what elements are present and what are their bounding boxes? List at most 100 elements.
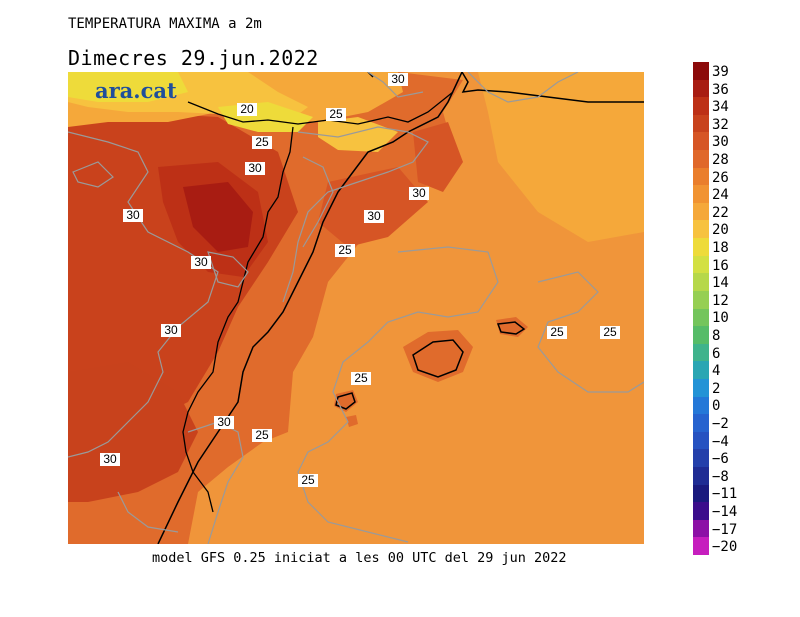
colorbar-segment bbox=[693, 62, 709, 81]
coastline bbox=[461, 72, 644, 103]
island-outline bbox=[412, 339, 464, 378]
colorbar-segment bbox=[693, 361, 709, 380]
colorbar-segment bbox=[693, 150, 709, 169]
colorbar-segment bbox=[693, 537, 709, 556]
svg-text:30: 30 bbox=[194, 255, 208, 269]
colorbar-segment bbox=[693, 114, 709, 133]
colorbar-tick-label: 22 bbox=[712, 204, 729, 221]
map-date: Dimecres 29.jun.2022 bbox=[68, 46, 319, 70]
contour-label: 30 bbox=[100, 452, 120, 466]
island bbox=[346, 415, 358, 427]
colorbar-tick-label: 24 bbox=[712, 187, 729, 204]
colorbar-segment bbox=[693, 202, 709, 221]
contour-label: 30 bbox=[161, 323, 181, 337]
svg-text:25: 25 bbox=[354, 371, 368, 385]
contour-label: 25 bbox=[252, 428, 272, 442]
colorbar-segment bbox=[693, 290, 709, 309]
colorbar-tick-label: 30 bbox=[712, 134, 729, 151]
colorbar-segment bbox=[693, 378, 709, 398]
svg-text:25: 25 bbox=[550, 325, 564, 339]
colorbar-tick-label: 6 bbox=[712, 345, 721, 362]
colorbar-segment bbox=[693, 220, 709, 239]
svg-text:25: 25 bbox=[329, 107, 343, 121]
colorbar-segment bbox=[693, 502, 709, 521]
colorbar-tick-label: 26 bbox=[712, 169, 729, 186]
colorbar-tick-label: 0 bbox=[712, 398, 721, 415]
temperature-map: 30 20 25 25 30 30 30 30 25 30 30 25 25 2… bbox=[68, 72, 644, 544]
svg-text:30: 30 bbox=[126, 208, 140, 222]
svg-text:30: 30 bbox=[164, 323, 178, 337]
colorbar-tick-label: 18 bbox=[712, 240, 729, 256]
hot-zone bbox=[183, 182, 253, 252]
svg-text:30: 30 bbox=[103, 452, 117, 466]
colorbar-segment bbox=[693, 308, 709, 327]
colorbar-segment bbox=[693, 431, 709, 450]
colorbar-segment bbox=[693, 414, 709, 433]
contour-label: 30 bbox=[388, 72, 408, 86]
colorbar-tick-label: 12 bbox=[712, 292, 729, 309]
colorbar-segment bbox=[693, 396, 709, 415]
cool-zone bbox=[318, 117, 398, 152]
svg-text:30: 30 bbox=[248, 161, 262, 175]
contour-label: 25 bbox=[547, 325, 567, 339]
contour-label: 30 bbox=[214, 415, 234, 429]
colorbar-segment bbox=[693, 238, 709, 257]
colorbar-segment bbox=[693, 326, 709, 345]
contour-label: 30 bbox=[123, 208, 143, 222]
sea-patch bbox=[478, 72, 644, 242]
svg-text:30: 30 bbox=[412, 186, 426, 200]
warm-patch bbox=[318, 167, 428, 247]
colorbar-segment bbox=[693, 97, 709, 116]
ara-cat-logo: ara.cat bbox=[95, 78, 177, 103]
border-line bbox=[182, 126, 294, 513]
contour-label: 25 bbox=[326, 107, 346, 121]
svg-text:20: 20 bbox=[240, 102, 254, 116]
contour-label: 25 bbox=[298, 473, 318, 487]
warm-patch bbox=[413, 122, 463, 192]
colorbar-tick-label: −17 bbox=[712, 521, 738, 538]
contour-labels: 30 20 25 25 30 30 30 30 25 30 30 25 25 2… bbox=[100, 72, 620, 487]
island-outline bbox=[496, 321, 526, 335]
colorbar-tick-label: 8 bbox=[712, 328, 721, 344]
contour-label: 20 bbox=[237, 102, 257, 116]
svg-text:25: 25 bbox=[255, 135, 269, 149]
svg-text:30: 30 bbox=[217, 415, 231, 429]
colorbar-tick-label: −2 bbox=[712, 416, 729, 432]
colorbar-tick-label: −14 bbox=[712, 504, 738, 520]
colorbar-tick-label: 39 bbox=[712, 64, 729, 80]
colorbar-tick-label: 14 bbox=[712, 275, 729, 292]
colorbar-tick-label: −6 bbox=[712, 451, 729, 468]
cool-zone bbox=[68, 72, 188, 102]
colorbar-tick-label: 4 bbox=[712, 363, 721, 380]
colorbar-tick-label: 10 bbox=[712, 310, 729, 327]
svg-text:25: 25 bbox=[338, 243, 352, 257]
hot-zone bbox=[68, 362, 198, 502]
contour-label: 25 bbox=[335, 243, 355, 257]
colorbar-tick-label: 36 bbox=[712, 81, 729, 98]
svg-text:25: 25 bbox=[255, 428, 269, 442]
colorbar-segment bbox=[693, 343, 709, 362]
contour-label: 30 bbox=[364, 209, 384, 223]
contour-label: 25 bbox=[600, 325, 620, 339]
model-info: model GFS 0.25 iniciat a les 00 UTC del … bbox=[152, 550, 567, 566]
contour-label: 30 bbox=[191, 255, 211, 269]
colorbar-tick-label: −4 bbox=[712, 433, 729, 450]
colorbar-tick-label: −11 bbox=[712, 486, 738, 503]
contour-label: 25 bbox=[351, 371, 371, 385]
colorbar bbox=[693, 62, 709, 556]
svg-text:30: 30 bbox=[391, 72, 405, 86]
svg-text:30: 30 bbox=[367, 209, 381, 223]
colorbar-segment bbox=[693, 167, 709, 186]
colorbar-segment bbox=[693, 273, 709, 292]
map-title: TEMPERATURA MAXIMA a 2m bbox=[68, 16, 262, 32]
isotherms bbox=[68, 72, 644, 544]
colorbar-segment bbox=[693, 255, 709, 274]
colorbar-segment bbox=[693, 185, 709, 204]
contour-label: 30 bbox=[409, 186, 429, 200]
colorbar-tick-label: −20 bbox=[712, 539, 738, 556]
colorbar-segment bbox=[693, 132, 709, 151]
contour-label: 25 bbox=[252, 135, 272, 149]
colorbar-segment bbox=[693, 484, 709, 503]
colorbar-tick-label: 28 bbox=[712, 152, 729, 168]
colorbar-tick-label: 16 bbox=[712, 257, 729, 274]
